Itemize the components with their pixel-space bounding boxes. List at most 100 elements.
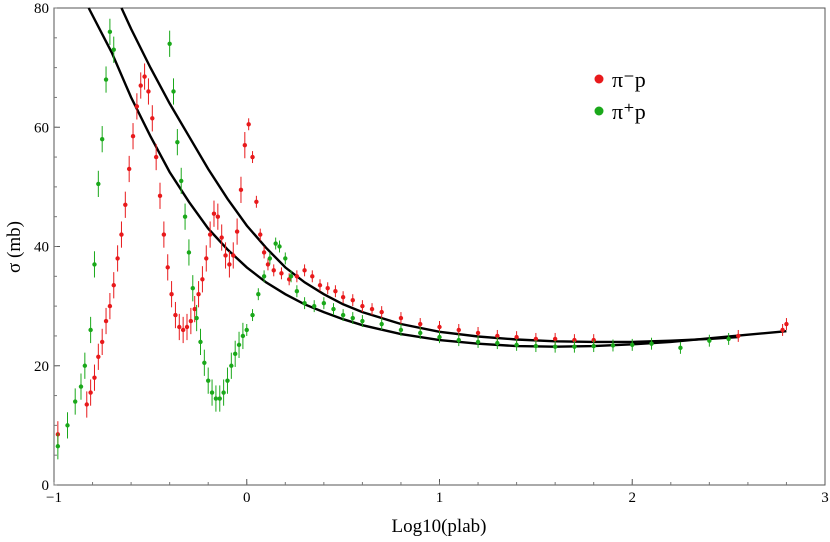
data-point <box>107 29 113 35</box>
data-point <box>202 360 207 365</box>
data-point <box>157 193 163 199</box>
data-point <box>211 211 217 216</box>
data-point <box>265 262 271 267</box>
data-point <box>630 342 635 348</box>
x-tick-label: 1 <box>436 490 444 506</box>
data-point <box>475 339 481 345</box>
data-point <box>552 336 558 342</box>
data-point <box>209 390 215 395</box>
data-point <box>194 315 199 321</box>
data-point <box>379 309 384 315</box>
data-point <box>223 253 228 258</box>
data-point <box>92 375 97 380</box>
data-point <box>242 142 248 148</box>
data-point <box>182 214 188 219</box>
data-point <box>186 250 192 255</box>
data-point <box>331 306 336 312</box>
data-point <box>418 321 423 327</box>
data-point <box>179 178 184 184</box>
y-tick-label: 20 <box>34 359 49 375</box>
legend-marker-pi-minus <box>594 74 604 84</box>
fit-curves <box>87 7 787 348</box>
data-point <box>240 333 246 339</box>
x-tick-label: 3 <box>821 490 829 506</box>
data-point <box>246 122 251 127</box>
data-point <box>726 336 731 342</box>
data-point <box>279 271 284 276</box>
data-point <box>271 268 276 273</box>
data-point <box>206 378 211 383</box>
data-point <box>190 286 195 291</box>
data-point <box>273 241 278 246</box>
data-point <box>161 232 167 237</box>
x-axis-label: Log10(plab) <box>392 516 487 537</box>
x-tick-label: 2 <box>629 490 637 506</box>
data-point <box>138 83 143 88</box>
data-point <box>250 154 255 160</box>
data-point <box>437 324 442 330</box>
data-point <box>398 315 404 321</box>
data-point <box>302 300 307 306</box>
data-point <box>780 327 785 333</box>
data-point <box>169 292 174 297</box>
data-point <box>267 256 273 261</box>
data-point <box>610 343 616 348</box>
data-point <box>111 283 116 288</box>
data-point <box>572 344 577 349</box>
x-tick-label: −1 <box>46 490 62 506</box>
data-point <box>398 327 404 333</box>
data-point <box>552 344 558 349</box>
data-point <box>215 214 221 219</box>
data-point <box>150 116 155 121</box>
data-point <box>126 166 132 172</box>
data-point <box>572 337 577 343</box>
data-point <box>103 318 109 324</box>
data-point <box>146 89 151 94</box>
data-point <box>188 318 194 324</box>
data-point <box>254 199 259 204</box>
data-point <box>115 256 120 261</box>
data-point <box>437 334 442 340</box>
data-point <box>180 327 186 333</box>
data-point <box>321 300 327 306</box>
data-point <box>204 256 209 261</box>
data-point <box>192 306 197 312</box>
data-point <box>310 274 315 279</box>
data-point <box>134 104 140 109</box>
data-point <box>65 423 70 428</box>
data-point <box>198 339 203 345</box>
y-tick-label: 60 <box>34 120 49 136</box>
data-point <box>229 363 234 368</box>
data-point <box>360 318 365 324</box>
fit-curve-0 <box>87 7 787 348</box>
data-point <box>707 338 712 343</box>
legend-marker-pi-plus <box>594 106 604 116</box>
data-point <box>350 297 355 303</box>
data-point <box>196 292 201 297</box>
data-point <box>96 354 101 360</box>
data-point <box>244 327 249 333</box>
data-point <box>88 390 93 395</box>
data-point <box>514 334 519 340</box>
data-point <box>360 303 365 309</box>
y-tick-label: 0 <box>42 478 50 494</box>
data-point <box>142 74 147 79</box>
plot-frame <box>53 7 826 486</box>
data-point <box>350 315 355 321</box>
data-point <box>340 312 346 318</box>
y-tick-label: 80 <box>34 1 49 17</box>
data-point <box>107 303 113 309</box>
data-point <box>123 202 128 207</box>
data-point <box>258 232 263 237</box>
data-point <box>92 262 97 267</box>
data-point <box>312 303 317 309</box>
data-point <box>82 363 88 368</box>
data-point <box>231 253 236 258</box>
data-point <box>111 47 116 52</box>
data-point <box>649 341 654 346</box>
data-point <box>175 139 180 145</box>
fit-curve-1 <box>120 7 739 344</box>
series-1 <box>55 18 731 460</box>
data-point <box>784 321 789 327</box>
